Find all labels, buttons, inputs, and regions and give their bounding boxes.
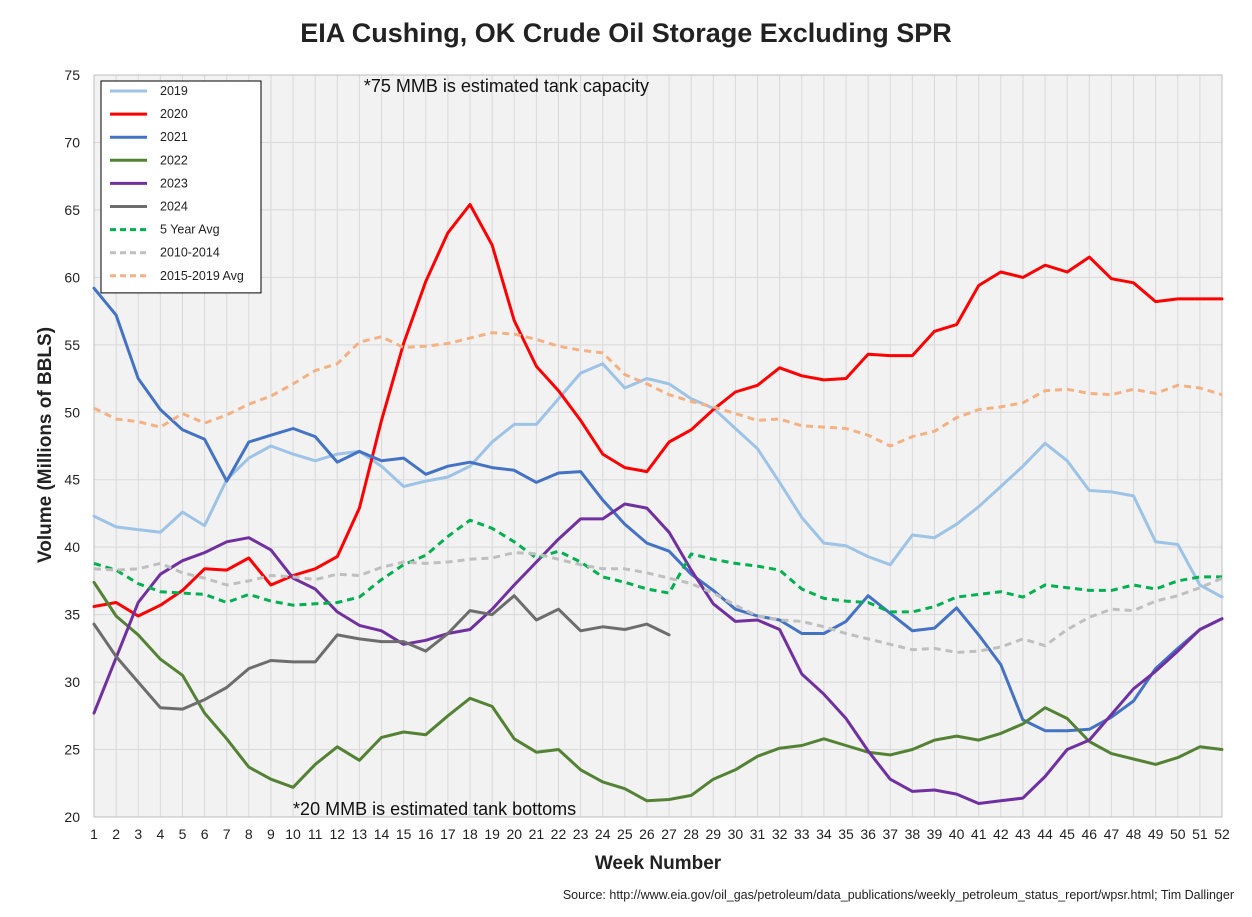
x-tick-label: 29 xyxy=(706,826,722,842)
x-tick-label: 20 xyxy=(506,826,522,842)
series-line-2020 xyxy=(92,203,1224,618)
y-tick-label: 65 xyxy=(64,202,80,218)
legend-label: 2021 xyxy=(160,130,188,144)
x-tick-label: 47 xyxy=(1104,826,1120,842)
x-tick-label: 31 xyxy=(750,826,766,842)
x-tick-label: 36 xyxy=(860,826,876,842)
x-tick-label: 15 xyxy=(396,826,412,842)
series-line-2010-2014 xyxy=(93,551,1223,654)
x-axis-label: Week Number xyxy=(594,853,722,874)
x-tick-label: 10 xyxy=(285,826,301,842)
x-tick-label: 18 xyxy=(462,826,478,842)
x-tick-label: 37 xyxy=(882,826,898,842)
x-tick-label: 4 xyxy=(156,826,164,842)
x-tick-label: 5 xyxy=(179,826,187,842)
y-tick-label: 55 xyxy=(64,337,80,353)
x-tick-label: 40 xyxy=(949,826,965,842)
x-tick-label: 25 xyxy=(617,826,633,842)
x-tick-label: 51 xyxy=(1192,826,1208,842)
x-tick-label: 23 xyxy=(573,826,589,842)
annotation-2: *20 MMB is estimated tank bottoms xyxy=(293,799,576,819)
legend-label: 2015-2019 Avg xyxy=(160,269,244,283)
series-line-2019 xyxy=(92,362,1224,599)
x-tick-label: 43 xyxy=(1015,826,1031,842)
x-tick-label: 30 xyxy=(728,826,744,842)
x-tick-label: 33 xyxy=(794,826,810,842)
series-line-2021 xyxy=(92,286,1224,733)
series-line-2024 xyxy=(92,594,671,711)
x-tick-label: 22 xyxy=(551,826,567,842)
legend-label: 2023 xyxy=(160,176,188,190)
y-tick-label: 45 xyxy=(64,472,80,488)
legend-label: 2010-2014 xyxy=(160,246,220,260)
annotation-1: *75 MMB is estimated tank capacity xyxy=(364,76,649,96)
legend-label: 2024 xyxy=(160,200,188,214)
x-tick-label: 45 xyxy=(1059,826,1075,842)
series-line-2022 xyxy=(92,580,1224,803)
x-tick-label: 34 xyxy=(816,826,832,842)
legend-label: 5 Year Avg xyxy=(160,223,220,237)
y-tick-label: 75 xyxy=(64,67,80,83)
x-tick-label: 1 xyxy=(90,826,98,842)
legend-label: 2019 xyxy=(160,84,188,98)
legend-label: 2022 xyxy=(160,153,188,167)
x-tick-label: 2 xyxy=(112,826,120,842)
x-tick-label: 6 xyxy=(201,826,209,842)
x-tick-label: 50 xyxy=(1170,826,1186,842)
plot-background xyxy=(94,75,1222,817)
x-tick-label: 7 xyxy=(223,826,231,842)
x-tick-label: 21 xyxy=(529,826,545,842)
x-tick-label: 14 xyxy=(374,826,390,842)
y-tick-label: 30 xyxy=(64,674,80,690)
y-tick-label: 20 xyxy=(64,809,80,825)
series-line-2023 xyxy=(92,502,1224,805)
series-line-5-year-avg xyxy=(93,518,1222,614)
y-tick-label: 60 xyxy=(64,269,80,285)
series-line-2015-2019-avg xyxy=(93,331,1223,448)
x-tick-label: 24 xyxy=(595,826,611,842)
y-axis-label: Volume (Millions of BBLS) xyxy=(35,326,56,564)
y-tick-label: 70 xyxy=(64,134,80,150)
x-tick-label: 13 xyxy=(352,826,368,842)
x-tick-label: 39 xyxy=(927,826,943,842)
legend-label: 2020 xyxy=(160,107,188,121)
x-tick-label: 42 xyxy=(993,826,1009,842)
x-tick-label: 8 xyxy=(245,826,253,842)
x-tick-label: 41 xyxy=(971,826,987,842)
y-tick-label: 35 xyxy=(64,607,80,623)
x-tick-label: 27 xyxy=(661,826,677,842)
y-tick-label: 50 xyxy=(64,404,80,420)
x-tick-label: 48 xyxy=(1126,826,1142,842)
x-tick-label: 28 xyxy=(683,826,699,842)
plot-border xyxy=(93,74,1223,818)
x-tick-label: 38 xyxy=(905,826,921,842)
x-tick-label: 26 xyxy=(639,826,655,842)
x-tick-label: 12 xyxy=(330,826,346,842)
x-tick-label: 49 xyxy=(1148,826,1164,842)
x-tick-label: 52 xyxy=(1214,826,1230,842)
x-tick-label: 44 xyxy=(1037,826,1053,842)
y-tick-label: 25 xyxy=(64,742,80,758)
x-tick-label: 32 xyxy=(772,826,788,842)
x-tick-label: 35 xyxy=(838,826,854,842)
x-tick-label: 19 xyxy=(484,826,500,842)
y-tick-label: 40 xyxy=(64,539,80,555)
legend-box xyxy=(100,80,262,294)
x-tick-label: 3 xyxy=(134,826,142,842)
x-tick-label: 46 xyxy=(1082,826,1098,842)
x-tick-label: 16 xyxy=(418,826,434,842)
chart-title: EIA Cushing, OK Crude Oil Storage Exclud… xyxy=(300,18,952,48)
x-tick-label: 11 xyxy=(308,826,323,842)
source-note: Source: http://www.eia.gov/oil_gas/petro… xyxy=(562,888,1234,902)
x-tick-label: 17 xyxy=(440,826,456,842)
x-tick-label: 9 xyxy=(267,826,275,842)
